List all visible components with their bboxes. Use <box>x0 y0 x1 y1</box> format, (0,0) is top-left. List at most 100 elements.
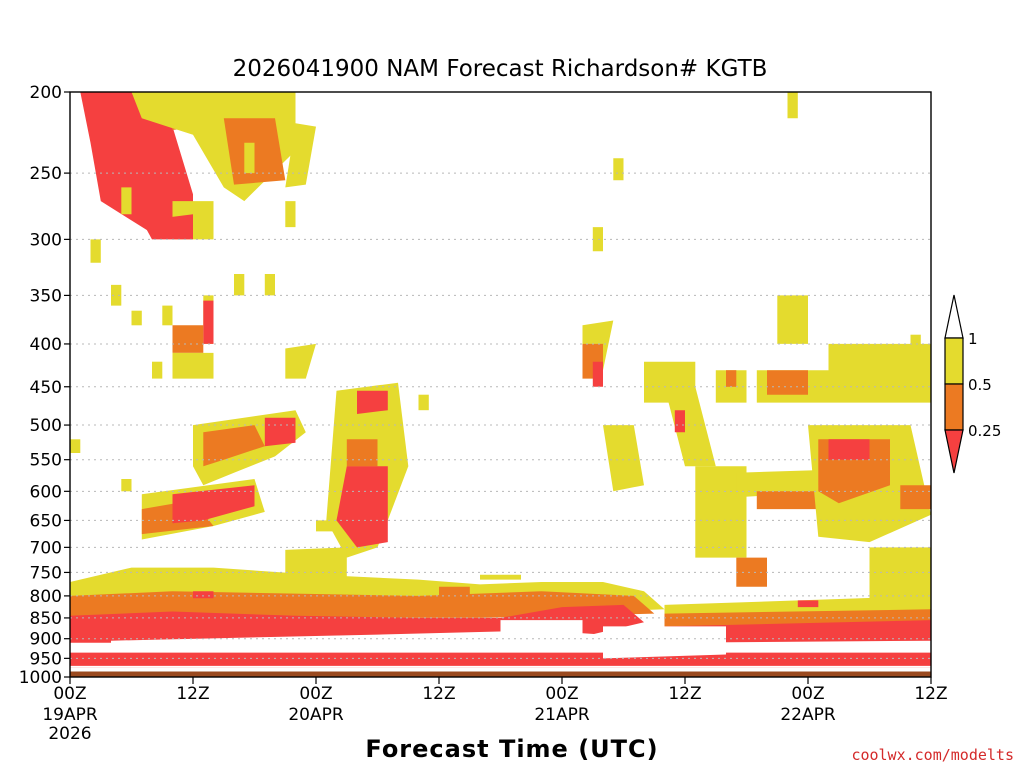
x-tick-label-3: 12Z <box>422 684 455 704</box>
ri-gap-0 <box>111 630 685 651</box>
ri-region-high-36 <box>828 343 931 403</box>
y-tick-label-250: 250 <box>30 164 62 184</box>
ri-region-low-14 <box>264 417 296 447</box>
x-tick-label-7: 12Z <box>914 684 947 704</box>
ri-region-high-10 <box>172 352 214 379</box>
colorbar-segment-0.25-0.5 <box>944 383 964 431</box>
ri-speck-high-9 <box>264 274 275 296</box>
ri-gap-1 <box>603 626 726 659</box>
colorbar-segment-0.5-1 <box>944 337 964 385</box>
y-tick-label-450: 450 <box>30 378 62 398</box>
ri-region-mid-13 <box>203 425 265 467</box>
y-tick-label-500: 500 <box>30 416 62 436</box>
ri-speck-mid-20 <box>439 586 470 596</box>
x-tick-label-4: 00Z <box>545 684 578 704</box>
ri-region-high-26 <box>603 425 644 492</box>
ri-region-mid-9 <box>172 325 204 353</box>
y-tick-label-300: 300 <box>30 230 62 250</box>
y-tick-label-600: 600 <box>30 482 62 502</box>
ri-region-low-0 <box>80 92 193 234</box>
y-tick-label-850: 850 <box>30 609 62 629</box>
below-ground-band <box>70 671 931 677</box>
ri-region-low-6 <box>141 214 193 240</box>
ri-speck-high-14 <box>787 92 798 119</box>
chart-title: 2026041900 NAM Forecast Richardson# KGTB <box>233 56 768 82</box>
ri-region-low-25 <box>592 361 603 387</box>
y-tick-label-400: 400 <box>30 335 62 355</box>
ri-region-mid-42 <box>900 485 931 510</box>
richardson-field <box>70 92 931 677</box>
y-tick-label-900: 900 <box>30 630 62 650</box>
ri-speck-high-8 <box>285 201 296 228</box>
x-tick-label-6: 00Z <box>791 684 824 704</box>
colorbar-segment-below-0.25 <box>944 429 964 474</box>
plot-area <box>69 91 932 678</box>
x-tick-label-0: 00Z <box>53 684 86 704</box>
ri-region-high-35 <box>777 295 808 344</box>
y-tick-label-950: 950 <box>30 649 62 669</box>
ri-region-low-21 <box>336 466 388 548</box>
y-tick-label-750: 750 <box>30 563 62 583</box>
colorbar-label-0.5: 0.5 <box>968 376 992 394</box>
ri-speck-high-18 <box>480 574 521 580</box>
ri-region-high-4 <box>285 123 316 188</box>
colorbar-legend: 1 0.5 0.25 <box>944 294 1001 474</box>
ri-speck-low-21 <box>797 600 819 608</box>
ri-region-mid-3 <box>223 118 286 185</box>
ri-speck-high-6 <box>70 439 81 453</box>
y-tick-label-1000: 1000 <box>19 668 62 688</box>
ri-speck-high-10 <box>234 274 245 296</box>
ri-region-low-29 <box>674 410 685 433</box>
ri-speck-high-15 <box>418 394 429 411</box>
ri-region-mid-38 <box>756 491 819 510</box>
ri-region-high-43 <box>869 547 931 605</box>
ri-speck-high-16 <box>316 520 337 532</box>
y-tick-label-200: 200 <box>30 83 62 103</box>
ri-speck-high-0 <box>90 239 101 263</box>
ri-region-low-8 <box>203 300 214 344</box>
x-date-label-2: 20APR <box>288 705 344 725</box>
x-tick-label-1: 12Z <box>176 684 209 704</box>
colorbar-label-1: 1 <box>968 330 978 348</box>
ri-region-mid-20 <box>346 439 378 467</box>
ri-speck-high-2 <box>152 361 163 379</box>
x-date-label-4: 21APR <box>534 705 590 725</box>
colorbar-label-0.25: 0.25 <box>968 422 1001 440</box>
y-tick-label-650: 650 <box>30 511 62 531</box>
ri-speck-high-5 <box>121 187 132 215</box>
ri-speck-high-13 <box>592 227 603 252</box>
x-tick-label-2: 00Z <box>299 684 332 704</box>
y-tick-label-800: 800 <box>30 587 62 607</box>
ri-region-high-22 <box>285 547 347 582</box>
y-tick-label-550: 550 <box>30 451 62 471</box>
y-tick-label-700: 700 <box>30 538 62 558</box>
ri-region-low-41 <box>828 439 870 460</box>
ri-region-mid-32 <box>726 370 737 387</box>
x-date-label-6: 22APR <box>780 705 836 725</box>
ri-speck-high-12 <box>613 158 624 181</box>
ri-region-mid-34 <box>767 370 808 395</box>
x-year-label-0: 2026 <box>48 724 91 744</box>
colorbar-segment-above-1 <box>944 294 964 339</box>
credit-link[interactable]: coolwx.com/modelts <box>851 746 1014 764</box>
x-date-label-0: 19APR <box>42 705 98 725</box>
ri-speck-high-7 <box>121 479 132 492</box>
y-axis-pressure: 200 250 300 350 400 450 500 550 600 650 700 750 8008… <box>19 83 70 688</box>
ri-speck-high-3 <box>162 305 173 326</box>
ri-region-mid-44 <box>736 557 767 587</box>
plot-frame <box>69 91 932 678</box>
ri-speck-low-19 <box>193 591 214 599</box>
ri-region-high-11 <box>285 343 316 379</box>
ri-region-low-19 <box>357 390 388 414</box>
x-tick-label-5: 12Z <box>668 684 701 704</box>
ri-gap-2 <box>500 620 583 635</box>
ri-speck-high-4 <box>131 310 142 326</box>
ri-region-high-28 <box>664 386 716 467</box>
ri-speck-high-1 <box>111 284 122 306</box>
ri-gap-3 <box>70 665 931 668</box>
ri-region-low-51 <box>70 652 931 668</box>
x-axis-title: Forecast Time (UTC) <box>365 735 658 763</box>
y-tick-label-350: 350 <box>30 286 62 306</box>
